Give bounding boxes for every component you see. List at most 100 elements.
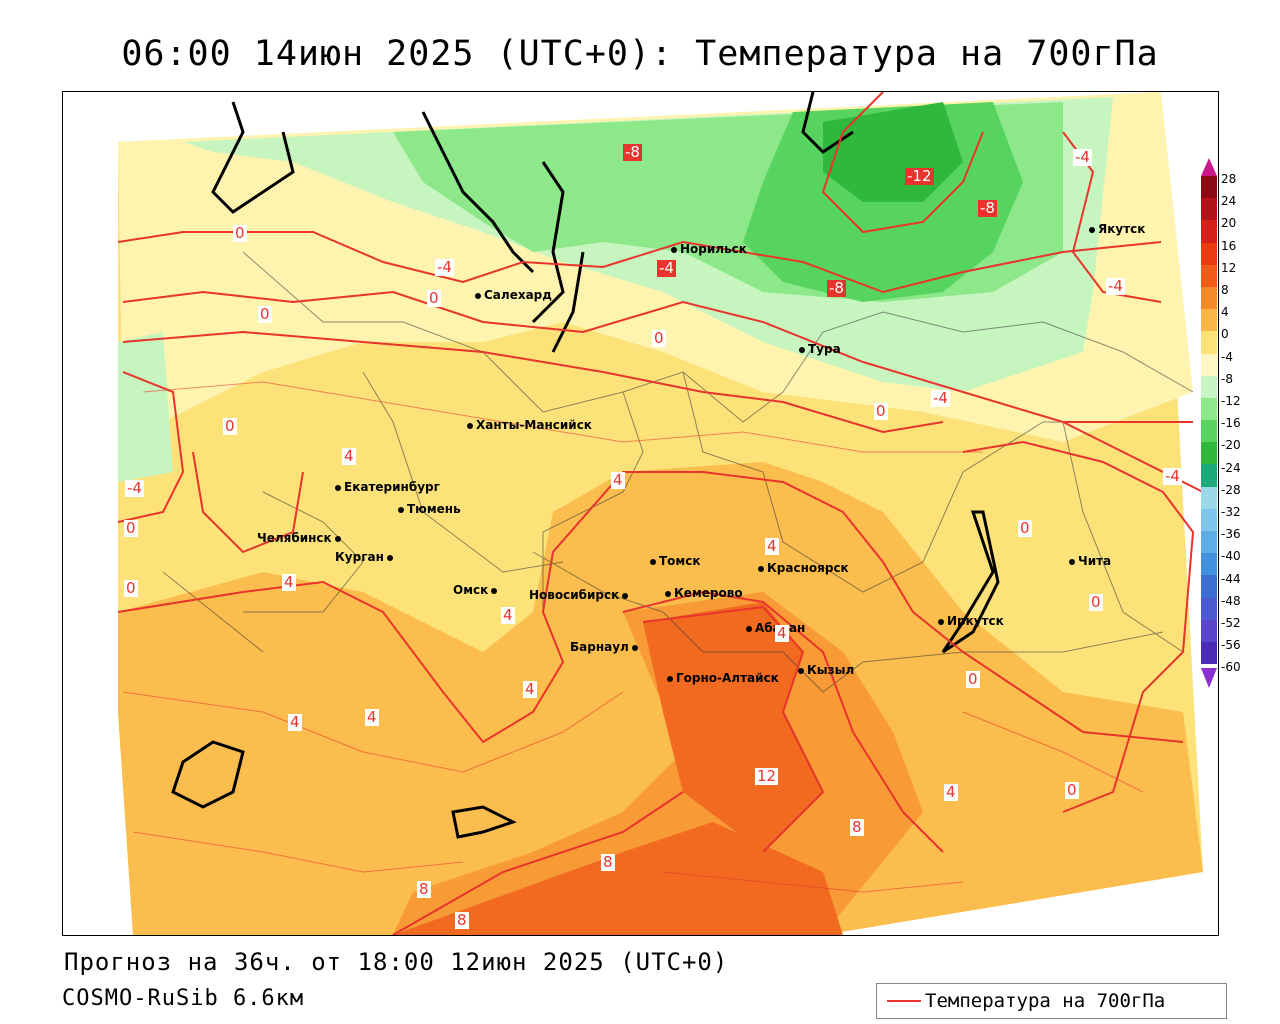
city-kyzyl: Кызыл <box>798 663 854 677</box>
colorbar-segment <box>1201 242 1217 265</box>
isotherm-label: 4 <box>523 680 537 698</box>
isotherm-label: 4 <box>288 713 302 731</box>
city-tomsk: Томск <box>650 554 701 568</box>
isotherm-label: -8 <box>978 199 997 217</box>
isotherm-label: 8 <box>417 880 431 898</box>
colorbar-tick-label: -40 <box>1221 549 1241 564</box>
isotherm-label: 12 <box>755 767 779 785</box>
colorbar-segment <box>1201 198 1217 221</box>
colorbar-tick-label: -52 <box>1221 616 1241 630</box>
city-marker-icon <box>335 484 341 491</box>
isotherm-label: -12 <box>905 167 934 185</box>
colorbar-segment <box>1201 641 1217 665</box>
zone-12-16-south <box>393 822 843 935</box>
colorbar-tick-label: -60 <box>1221 660 1241 675</box>
colorbar-tick-label: -56 <box>1221 638 1241 653</box>
isotherm-label: -4 <box>435 258 454 276</box>
colorbar-segment <box>1201 597 1217 620</box>
city-marker-icon <box>798 667 804 674</box>
isotherm-label: 0 <box>652 329 666 347</box>
isotherm-label: -8 <box>623 143 642 161</box>
colorbar-segment <box>1201 553 1217 576</box>
colorbar-segment <box>1201 531 1217 554</box>
isotherm-label: -4 <box>125 479 144 497</box>
isotherm-label: 0 <box>427 289 441 307</box>
colorbar-tick-label: 12 <box>1221 260 1237 275</box>
isotherm-label: 0 <box>223 417 237 435</box>
isotherm-label: 0 <box>258 305 272 323</box>
colorbar-segment <box>1201 420 1217 443</box>
city-marker-icon <box>758 565 764 572</box>
legend-line-swatch <box>887 1000 921 1002</box>
colorbar-segment <box>1201 176 1217 199</box>
isotherm-label: 4 <box>282 573 296 591</box>
city-novosibirsk: Новосибирск <box>529 588 631 602</box>
colorbar-tick-label: -16 <box>1221 416 1241 431</box>
colorbar-tick-label: 24 <box>1221 194 1237 209</box>
isotherm-label: 0 <box>966 670 980 688</box>
isotherm-label: 8 <box>601 853 615 871</box>
isotherm-label: 4 <box>501 606 515 624</box>
colorbar-segment <box>1201 286 1217 310</box>
temperature-colorbar <box>1201 176 1217 665</box>
colorbar-segment <box>1201 464 1217 487</box>
city-chelyabinsk: Челябинск <box>257 531 344 545</box>
colorbar-segment <box>1201 309 1217 332</box>
isotherm-label: -4 <box>1073 148 1092 166</box>
colorbar-tick-label: 16 <box>1221 238 1237 253</box>
colorbar-tick-label: -8 <box>1221 371 1233 386</box>
city-tura: Тура <box>799 342 841 356</box>
city-kemerovo: Кемерово <box>665 586 743 600</box>
colorbar-bottom-arrow-icon <box>1201 668 1217 688</box>
city-marker-icon <box>334 535 341 542</box>
colorbar-segment <box>1201 619 1217 642</box>
colorbar-tick-label: -28 <box>1221 482 1241 497</box>
isotherm-label: 4 <box>365 708 379 726</box>
isotherm-label: 4 <box>611 471 625 489</box>
city-marker-icon <box>622 592 629 599</box>
coastlines <box>171 92 1000 839</box>
city-marker-icon <box>667 675 673 682</box>
colorbar-segment <box>1201 575 1217 598</box>
legend-box: Температура на 700гПа <box>876 983 1227 1019</box>
isotherm-label: -4 <box>931 389 950 407</box>
colorbar-tick-label: 4 <box>1221 305 1229 320</box>
city-marker-icon <box>938 618 944 625</box>
city-krasnoyarsk: Красноярск <box>758 561 849 575</box>
isotherm-label: 4 <box>944 783 958 801</box>
city-chita: Чита <box>1069 554 1111 568</box>
colorbar-tick-label: -44 <box>1221 571 1241 586</box>
zone-west-green <box>118 332 173 482</box>
isotherm-label: 4 <box>342 447 356 465</box>
legend-label: Температура на 700гПа <box>925 990 1166 1012</box>
city-irkutsk: Иркутск <box>938 614 1004 628</box>
isotherm-label: 8 <box>455 911 469 929</box>
model-name: COSMO-RuSib 6.6км <box>62 986 305 1011</box>
city-marker-icon <box>386 554 393 561</box>
isotherm-label: 0 <box>1018 519 1032 537</box>
colorbar-segment <box>1201 331 1217 354</box>
city-tyumen: Тюмень <box>398 502 461 516</box>
city-norilsk: Норильск <box>671 242 747 256</box>
city-gorno-altaysk: Горно-Алтайск <box>667 671 779 685</box>
colorbar-tick-label: -12 <box>1221 394 1241 408</box>
colorbar-tick-label: 0 <box>1221 327 1229 342</box>
colorbar-tick-label: -24 <box>1221 460 1241 475</box>
zone-12-16 <box>643 602 823 852</box>
temperature-map[interactable]: Салехард Норильск Якутск Тура Ханты-Манс… <box>62 91 1219 936</box>
city-marker-icon <box>398 506 404 513</box>
city-marker-icon <box>1069 558 1075 565</box>
isotherm-label: 0 <box>874 402 888 420</box>
city-barnaul: Барнаул <box>570 640 641 654</box>
colorbar-tick-label: -32 <box>1221 505 1241 519</box>
city-kurgan: Курган <box>335 550 396 564</box>
minor-contours <box>122 381 1144 893</box>
isotherm-label: 0 <box>233 224 247 242</box>
isotherm-label: -4 <box>657 259 676 277</box>
city-omsk: Омск <box>453 583 500 597</box>
colorbar-segment <box>1201 508 1217 531</box>
colorbar-tick-label: 20 <box>1221 216 1237 231</box>
isotherm-label: 0 <box>1065 781 1079 799</box>
city-marker-icon <box>491 587 498 594</box>
forecast-info: Прогноз на 36ч. от 18:00 12июн 2025 (UTC… <box>64 948 729 976</box>
